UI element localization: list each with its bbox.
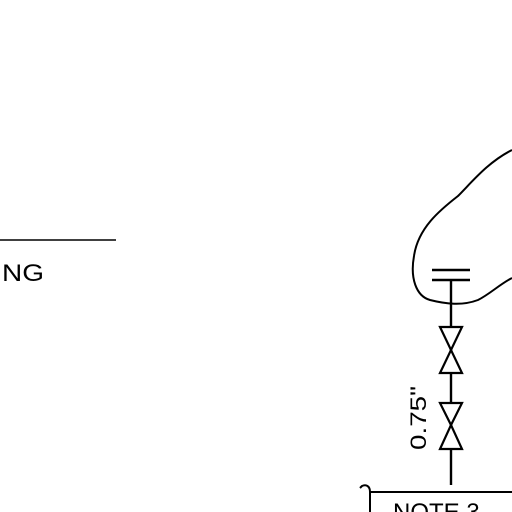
partial-label: NG [2, 260, 44, 287]
gate-valve-lower [438, 401, 464, 451]
pipe-cap-symbol [432, 268, 470, 282]
note-label: NOTE 3 [393, 499, 480, 512]
gate-valve-upper [438, 325, 464, 375]
note-bracket [359, 484, 512, 512]
cloud-outline [411, 149, 512, 305]
dimension-label: 0.75" [406, 386, 431, 450]
